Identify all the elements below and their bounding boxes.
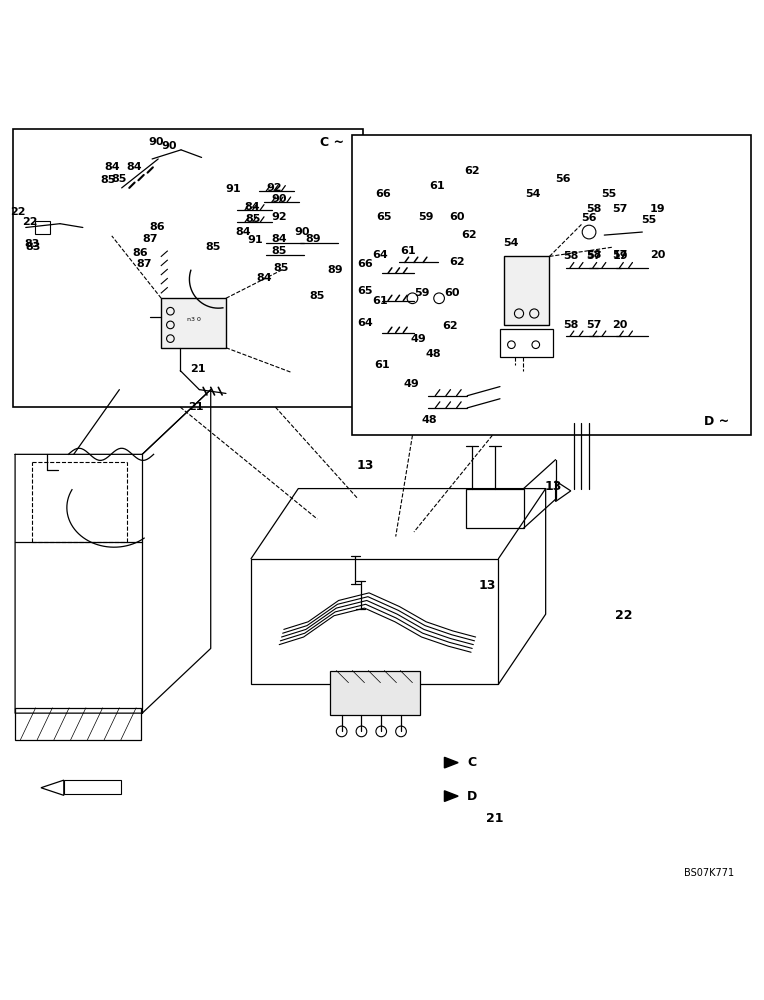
Text: 54: 54 <box>503 238 520 248</box>
Text: 90: 90 <box>271 194 287 204</box>
Text: D ~: D ~ <box>704 415 730 428</box>
Text: 49: 49 <box>411 334 426 344</box>
Text: 20: 20 <box>613 320 628 330</box>
Text: 13: 13 <box>478 579 496 592</box>
Text: 85: 85 <box>245 214 261 224</box>
Text: 19: 19 <box>613 251 628 261</box>
Text: 21: 21 <box>188 402 203 412</box>
Text: 62: 62 <box>448 257 465 267</box>
Text: 13: 13 <box>357 459 374 472</box>
Text: 59: 59 <box>414 288 429 298</box>
Text: 55: 55 <box>601 189 617 199</box>
Text: 64: 64 <box>373 250 388 260</box>
Text: 85: 85 <box>271 246 287 256</box>
Text: 85: 85 <box>112 174 127 184</box>
Text: 58: 58 <box>563 320 578 330</box>
Text: 66: 66 <box>376 189 391 199</box>
Text: 85: 85 <box>309 291 325 301</box>
Text: 55: 55 <box>641 215 656 225</box>
Text: 21: 21 <box>486 812 503 825</box>
Text: 49: 49 <box>403 379 419 389</box>
Text: 85: 85 <box>274 263 290 273</box>
Text: 84: 84 <box>244 202 261 212</box>
Text: 64: 64 <box>358 318 373 328</box>
Bar <box>503 256 549 325</box>
Text: D: D <box>467 790 477 803</box>
Text: 84: 84 <box>127 162 142 172</box>
Bar <box>500 329 553 357</box>
Text: 89: 89 <box>306 234 322 244</box>
Text: BS07K771: BS07K771 <box>685 868 734 878</box>
Text: 56: 56 <box>581 213 597 223</box>
Bar <box>251 559 498 684</box>
Text: 83: 83 <box>26 242 41 252</box>
Text: 61: 61 <box>374 360 390 370</box>
Text: 22: 22 <box>11 207 26 217</box>
Text: 87: 87 <box>137 259 152 269</box>
Polygon shape <box>555 481 571 502</box>
Text: 65: 65 <box>376 212 391 222</box>
Text: 62: 62 <box>464 166 480 176</box>
Bar <box>15 708 141 740</box>
Bar <box>35 221 50 234</box>
Text: 90: 90 <box>294 227 310 237</box>
Text: 66: 66 <box>358 259 373 269</box>
Text: 58: 58 <box>563 251 578 261</box>
Text: 87: 87 <box>142 234 157 244</box>
Text: 84: 84 <box>256 273 272 283</box>
Text: 86: 86 <box>150 222 165 232</box>
Text: 85: 85 <box>100 175 115 185</box>
Text: 57: 57 <box>612 204 627 214</box>
Text: 65: 65 <box>358 286 373 296</box>
Text: 84: 84 <box>105 162 121 172</box>
Polygon shape <box>41 780 64 795</box>
Text: 21: 21 <box>190 364 206 374</box>
Text: 20: 20 <box>650 250 665 260</box>
Text: 22: 22 <box>615 609 633 622</box>
Bar <box>351 135 751 435</box>
Text: 86: 86 <box>132 248 147 258</box>
Text: 92: 92 <box>266 183 282 193</box>
Text: 58: 58 <box>586 250 601 260</box>
Text: 19: 19 <box>649 204 665 214</box>
Text: 57: 57 <box>586 251 601 261</box>
Text: 85: 85 <box>206 242 221 252</box>
Text: 48: 48 <box>422 415 437 425</box>
Bar <box>467 489 523 528</box>
Text: 91: 91 <box>225 184 241 194</box>
Text: n3 0: n3 0 <box>186 317 200 322</box>
Text: C ~: C ~ <box>320 136 345 149</box>
Text: 91: 91 <box>247 235 263 245</box>
Text: 62: 62 <box>442 321 458 331</box>
Text: 60: 60 <box>448 212 465 222</box>
Bar <box>13 129 363 407</box>
Text: 57: 57 <box>586 320 601 330</box>
Text: 22: 22 <box>23 217 38 227</box>
Text: 90: 90 <box>161 141 176 151</box>
Text: 59: 59 <box>419 212 434 222</box>
Bar <box>64 780 121 794</box>
Text: 58: 58 <box>586 204 601 214</box>
Text: 89: 89 <box>327 265 342 275</box>
Polygon shape <box>445 757 458 768</box>
Text: 48: 48 <box>426 349 442 359</box>
Text: 54: 54 <box>525 189 540 199</box>
Text: 84: 84 <box>235 227 251 237</box>
Text: 60: 60 <box>445 288 460 298</box>
Text: 61: 61 <box>373 296 388 306</box>
Bar <box>161 298 226 348</box>
Text: 83: 83 <box>24 239 40 249</box>
Text: 61: 61 <box>400 246 416 256</box>
Text: 90: 90 <box>148 137 163 147</box>
Text: 61: 61 <box>429 181 445 191</box>
Text: 57: 57 <box>612 250 627 260</box>
Text: 13: 13 <box>545 480 562 493</box>
Polygon shape <box>445 791 458 801</box>
Text: 56: 56 <box>555 174 571 184</box>
Bar <box>330 671 420 715</box>
Text: 92: 92 <box>271 212 287 222</box>
Text: 84: 84 <box>271 234 287 244</box>
Text: C: C <box>468 756 477 769</box>
Text: 62: 62 <box>461 230 478 240</box>
